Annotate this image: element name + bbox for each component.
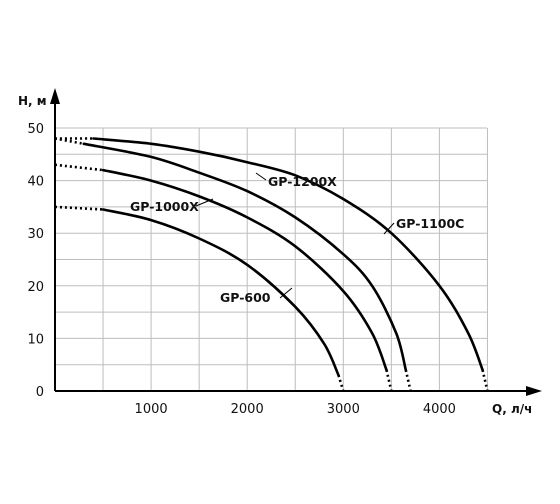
y-tick-label: 10 [27,332,44,347]
y-tick-label: 0 [36,385,44,400]
y-axis-title: H, м [18,94,47,108]
y-tick-label: 20 [27,280,44,295]
leader-gp-1200x [255,172,267,181]
series-gp-600-line [101,208,340,377]
y-tick-label: 50 [27,122,44,137]
leader-gp-600 [279,287,293,299]
series-gp-1000x-start-dotted [54,163,104,172]
x-tick-label: 4000 [423,402,456,417]
series-label-gp-1000x: GP-1000X [130,199,199,214]
grid [55,127,488,391]
series-gp-600-end-dotted [337,374,345,392]
y-tick-label: 40 [27,175,44,190]
x-tick-label: 1000 [135,402,168,417]
x-tick-label: 3000 [327,402,360,417]
x-axis-title: Q, л/ч [492,402,532,416]
series-gp-1100c-end-dotted [481,369,489,392]
x-tick-label: 2000 [231,402,264,417]
y-tick-label: 30 [27,227,44,242]
series-gp-600-start-dotted [54,205,104,211]
axes [50,88,542,396]
series-gp-1000x-line [101,168,388,372]
leader-gp-1100c [383,222,395,235]
series-gp-1100c-line [92,137,484,372]
series-gp-1000x-end-dotted [385,369,393,392]
tick-labels: 1000 2000 3000 4000 0 10 20 30 40 50 [27,122,455,417]
series-label-gp-1100c: GP-1100C [396,216,464,231]
leader-gp-1000x [195,198,214,207]
series-labels: GP-600 GP-1000X GP-1200X GP-1100C [130,172,464,305]
x-axis-arrow [526,386,542,396]
series-label-gp-600: GP-600 [220,290,271,305]
series-gp-1200x-start-dotted [54,137,85,146]
y-axis-arrow [50,88,60,104]
series-label-gp-1200x: GP-1200X [268,174,337,189]
series-gp-1200x-end-dotted [404,369,412,392]
series-curves [54,137,489,392]
series-gp-1200x-line [82,142,408,372]
